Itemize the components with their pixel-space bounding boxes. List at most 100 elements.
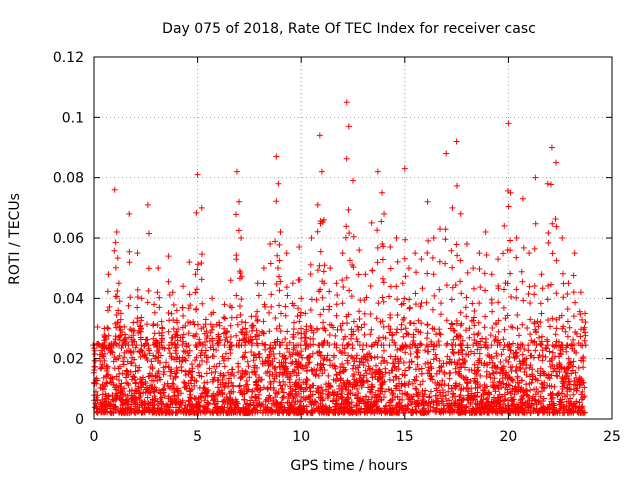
spike-point	[307, 342, 314, 349]
baseline-point	[566, 378, 573, 385]
baseline-point	[217, 381, 224, 388]
baseline-point	[359, 379, 366, 386]
spike-point	[298, 330, 305, 337]
baseline-point	[508, 394, 515, 401]
baseline-point	[139, 348, 146, 355]
baseline-point	[551, 365, 558, 372]
spike-point	[276, 241, 283, 248]
spike-point	[278, 310, 285, 317]
spike-point	[470, 331, 477, 338]
baseline-point	[491, 375, 498, 382]
spike-point	[236, 303, 243, 310]
baseline-point	[412, 366, 419, 373]
baseline-point	[120, 361, 127, 368]
data-point	[192, 271, 199, 278]
baseline-point	[429, 376, 436, 383]
baseline-point	[319, 396, 326, 403]
baseline-point	[317, 352, 324, 359]
baseline-point	[272, 394, 279, 401]
baseline-point	[154, 405, 161, 412]
baseline-point	[120, 358, 127, 365]
spike-point	[255, 292, 262, 299]
spike-point	[402, 236, 409, 243]
chart-title: Day 075 of 2018, Rate Of TEC Index for r…	[162, 21, 536, 37]
spike-point	[495, 328, 502, 335]
spike-point	[308, 325, 315, 332]
baseline-point	[387, 353, 394, 360]
baseline-point	[532, 391, 539, 398]
baseline-point	[525, 393, 532, 400]
spike-point	[458, 290, 465, 297]
baseline-point	[143, 336, 150, 343]
baseline-point	[500, 380, 507, 387]
baseline-point	[396, 399, 403, 406]
spike-point	[194, 321, 201, 328]
baseline-point	[270, 351, 277, 358]
baseline-point	[366, 366, 373, 373]
baseline-point	[185, 409, 192, 416]
spike-point	[544, 296, 551, 303]
baseline-point	[155, 368, 162, 375]
baseline-point	[363, 377, 370, 384]
baseline-point	[351, 358, 358, 365]
spike-point	[241, 331, 248, 338]
baseline-point	[419, 378, 426, 385]
baseline-point	[472, 375, 479, 382]
spike-point	[577, 333, 584, 340]
data-point	[501, 222, 508, 229]
baseline-point	[532, 328, 539, 335]
baseline-point	[112, 405, 119, 412]
baseline-point	[235, 360, 242, 367]
baseline-point	[526, 397, 533, 404]
x-tick-label: 10	[292, 429, 310, 445]
baseline-point	[310, 341, 317, 348]
baseline-point	[502, 357, 509, 364]
baseline-point	[197, 352, 204, 359]
baseline-point	[449, 393, 456, 400]
baseline-point	[174, 367, 181, 374]
baseline-point	[547, 390, 554, 397]
baseline-point	[333, 401, 340, 408]
spike-point	[254, 316, 261, 323]
baseline-point	[131, 398, 138, 405]
spike-point	[145, 287, 152, 294]
baseline-point	[486, 353, 493, 360]
x-tick-label: 25	[603, 429, 621, 445]
spike-point	[121, 338, 128, 345]
baseline-point	[537, 372, 544, 379]
baseline-point	[193, 378, 200, 385]
spike-point	[112, 264, 119, 271]
baseline-point	[265, 362, 272, 369]
data-point	[453, 138, 460, 145]
baseline-point	[507, 390, 514, 397]
spike-point	[313, 296, 320, 303]
baseline-point	[355, 390, 362, 397]
baseline-point	[168, 366, 175, 373]
spike-point	[297, 309, 304, 316]
spike-point	[326, 342, 333, 349]
baseline-point	[282, 381, 289, 388]
baseline-point	[406, 395, 413, 402]
baseline-point	[266, 345, 273, 352]
baseline-point	[446, 359, 453, 366]
baseline-point	[495, 397, 502, 404]
spike-point	[185, 319, 192, 326]
spike-point	[495, 299, 502, 306]
baseline-point	[392, 394, 399, 401]
spike-point	[453, 317, 460, 324]
spike-point	[339, 320, 346, 327]
baseline-point	[455, 349, 462, 356]
baseline-point	[436, 400, 443, 407]
baseline-point	[142, 378, 149, 385]
spike-point	[297, 342, 304, 349]
baseline-point	[541, 406, 548, 413]
data-point	[134, 250, 141, 257]
baseline-point	[266, 361, 273, 368]
baseline-point	[127, 409, 134, 416]
spike-point	[442, 226, 449, 233]
baseline-point	[353, 336, 360, 343]
baseline-point	[279, 404, 286, 411]
x-tick-label: 0	[90, 429, 99, 445]
baseline-point	[239, 367, 246, 374]
baseline-point	[402, 367, 409, 374]
